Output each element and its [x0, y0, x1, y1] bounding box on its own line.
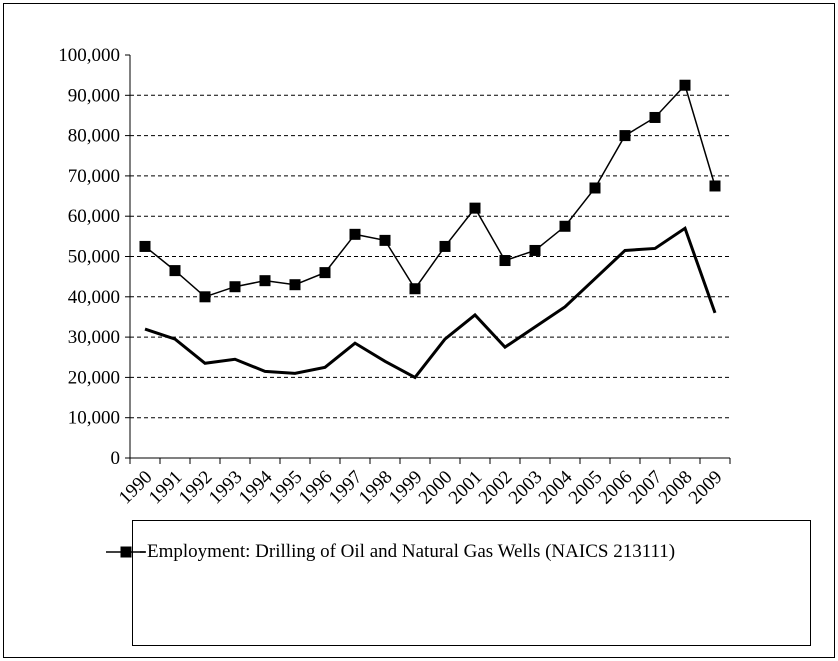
marker	[499, 255, 511, 267]
marker	[169, 265, 181, 277]
y-tick-label: 20,000	[68, 367, 120, 388]
y-tick-label: 80,000	[68, 126, 120, 147]
marker	[559, 220, 571, 232]
marker	[229, 281, 241, 293]
marker	[289, 279, 301, 291]
marker	[679, 79, 691, 91]
y-tick-label: 0	[111, 448, 121, 469]
y-tick-label: 100,000	[58, 45, 120, 66]
marker	[589, 182, 601, 194]
legend-label: Employment: Drilling of Oil and Natural …	[147, 541, 676, 562]
marker	[349, 228, 361, 240]
y-tick-label: 10,000	[68, 408, 120, 429]
y-tick-label: 60,000	[68, 206, 120, 227]
marker	[619, 130, 631, 142]
y-tick-label: 50,000	[68, 247, 120, 268]
legend-marker	[120, 546, 132, 558]
marker	[379, 234, 391, 246]
legend-box	[132, 520, 811, 646]
y-tick-label: 40,000	[68, 287, 120, 308]
marker	[319, 267, 331, 279]
marker	[139, 240, 151, 252]
marker	[649, 111, 661, 123]
marker	[469, 202, 481, 214]
marker	[259, 275, 271, 287]
y-tick-label: 90,000	[68, 85, 120, 106]
marker	[439, 240, 451, 252]
marker	[529, 244, 541, 256]
series-line	[144, 225, 717, 380]
marker	[199, 291, 211, 303]
y-tick-label: 70,000	[68, 166, 120, 187]
marker	[709, 180, 721, 192]
marker	[409, 283, 421, 295]
y-tick-label: 30,000	[68, 327, 120, 348]
